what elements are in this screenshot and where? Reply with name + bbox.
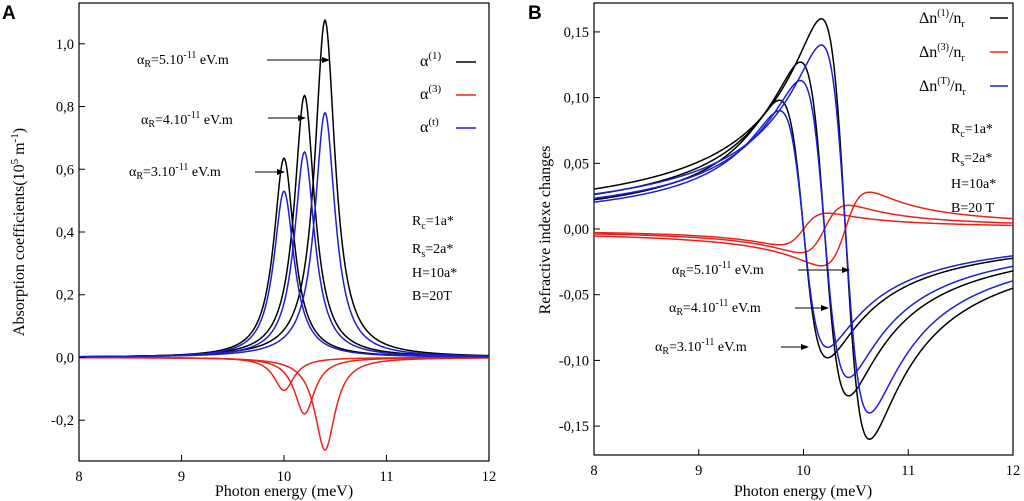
param-a-rc: Rc=1a* — [412, 214, 454, 232]
y-tick-label-b-4: 0,05 — [564, 156, 589, 172]
y-axis-label-a-sup2: -1 — [9, 133, 21, 142]
series-line-a-8 — [79, 111, 490, 358]
series-line-a-4 — [79, 356, 489, 415]
annotation-b-4: αR=4.10-11 eV.m — [669, 298, 761, 318]
y-tick-label-a-5: 0,8 — [56, 100, 74, 116]
x-tick-label-a-3: 11 — [380, 469, 394, 485]
panel-label-b: B — [528, 3, 542, 24]
y-axis-label-a-text: Absorption coefficients(10 — [11, 164, 28, 336]
series-line-b-7 — [593, 79, 1014, 379]
param-b-h: H=10a* — [951, 177, 996, 192]
y-axis-label-a-end: ) — [11, 128, 28, 133]
y-axis-label-a: Absorption coefficients(105 m-1) — [9, 128, 28, 336]
param-a-b: B=20T — [412, 289, 452, 304]
y-tick-label-a-1: 0,0 — [56, 350, 74, 366]
annotation-b-3-arrowhead — [801, 344, 809, 350]
x-tick-label-a-4: 12 — [482, 469, 497, 485]
legend-b-dnt: Δn(T)/nr — [919, 76, 967, 98]
y-tick-label-b-0: -0,15 — [559, 419, 589, 435]
y-tick-label-b-2: -0,05 — [559, 288, 589, 304]
x-tick-label-b-4: 12 — [1006, 463, 1021, 479]
y-axis-label-a-sup1: 5 — [9, 158, 21, 164]
annotation-a-3: αR=3.10-11 eV.m — [129, 162, 221, 182]
x-tick-label-b-2: 10 — [796, 463, 811, 479]
param-b-b: B=20 T — [951, 201, 994, 216]
param-b-rs: Rs=2a* — [951, 151, 992, 169]
ticks-a: 8 9 10 11 12 -0,2 0,0 0,2 0,4 0,6 0,8 1,0 — [51, 37, 496, 485]
x-axis-label-b: Photon energy (meV) — [734, 483, 872, 500]
curves-b — [593, 18, 1014, 440]
y-tick-label-a-4: 0,6 — [56, 162, 74, 178]
series-line-b-6 — [593, 109, 1014, 349]
params-a: Rc=1a* Rs=2a* H=10a* B=20T — [412, 214, 457, 304]
y-tick-label-b-6: 0,15 — [564, 25, 589, 41]
legend-b-dn3: Δn(3)/nr — [919, 42, 965, 64]
y-tick-label-b-3: 0,00 — [564, 222, 589, 238]
y-axis-label-b: Refractive indexe changes — [537, 146, 554, 315]
series-line-b-8 — [593, 44, 1014, 414]
annotations-a: αR=5.10-11 eV.m αR=4.10-11 eV.m αR=3.10-… — [129, 50, 330, 182]
annotation-b-5: αR=5.10-11 eV.m — [672, 260, 764, 280]
series-line-b-2 — [593, 18, 1014, 440]
series-line-b-5 — [593, 191, 1014, 267]
legend-a: α(1) α(3) α(t) — [420, 50, 476, 136]
annotation-a-4: αR=4.10-11 eV.m — [141, 110, 233, 130]
annotation-a-4-arrowhead — [298, 115, 306, 121]
param-b-rc: Rc=1a* — [951, 122, 993, 140]
y-tick-label-a-2: 0,2 — [56, 288, 74, 304]
series-line-a-0 — [79, 157, 489, 358]
y-tick-label-b-5: 0,10 — [564, 91, 589, 107]
series-line-a-5 — [79, 356, 489, 451]
param-a-h: H=10a* — [412, 266, 457, 281]
legend-b: Δn(1)/nr Δn(3)/nr Δn(T)/nr — [919, 8, 1008, 98]
x-tick-label-b-0: 8 — [590, 463, 597, 479]
legend-a-alpha1: α(1) — [420, 50, 442, 70]
annotation-a-5-arrowhead — [322, 57, 330, 63]
legend-a-alphat: α(t) — [420, 116, 439, 136]
annotation-b-4-arrowhead — [821, 305, 829, 311]
panel-label-a: A — [2, 3, 16, 24]
ticks-b: 8 9 10 11 12 -0,15 -0,10 -0,05 0,00 0,05 0,10 0,15 — [559, 25, 1020, 479]
legend-b-dn1: Δn(1)/nr — [919, 8, 965, 30]
series-line-a-3 — [79, 356, 489, 392]
y-tick-label-b-1: -0,10 — [559, 353, 589, 369]
annotations-b: αR=5.10-11 eV.m αR=4.10-11 eV.m αR=3.10-… — [655, 260, 850, 357]
y-tick-label-a-0: -0,2 — [51, 413, 74, 429]
x-tick-label-b-3: 11 — [901, 463, 915, 479]
x-axis-label-a: Photon energy (meV) — [215, 483, 353, 500]
params-b: Rc=1a* Rs=2a* H=10a* B=20 T — [951, 122, 996, 216]
x-tick-label-a-1: 9 — [178, 469, 185, 485]
x-tick-label-a-2: 10 — [277, 469, 292, 485]
x-tick-label-b-1: 9 — [695, 463, 702, 479]
y-tick-label-a-3: 0,4 — [56, 225, 75, 241]
series-line-a-2 — [78, 18, 490, 358]
panel-b: B 8 9 10 11 12 -0,15 -0,10 -0,05 0,00 0,05 0,10 0,1… — [528, 2, 1020, 500]
y-tick-label-a-6: 1,0 — [56, 37, 74, 53]
series-line-b-1 — [593, 61, 1014, 397]
annotation-b-5-arrowhead — [842, 267, 850, 273]
legend-a-alpha3: α(3) — [420, 83, 442, 103]
plot-frame-a — [78, 2, 490, 462]
param-a-rs: Rs=2a* — [412, 242, 453, 260]
annotation-a-3-arrowhead — [277, 169, 285, 175]
y-axis-label-a-mid: m — [11, 142, 28, 159]
series-line-b-4 — [593, 204, 1014, 254]
annotation-b-3: αR=3.10-11 eV.m — [655, 337, 747, 357]
annotation-a-5: αR=5.10-11 eV.m — [137, 50, 229, 70]
curves-a — [78, 18, 490, 451]
panel-a: A 8 9 10 11 12 -0,2 0,0 0,2 0,4 0,6 0,8 1,0 Photon … — [2, 2, 496, 500]
x-tick-label-a-0: 8 — [75, 469, 82, 485]
